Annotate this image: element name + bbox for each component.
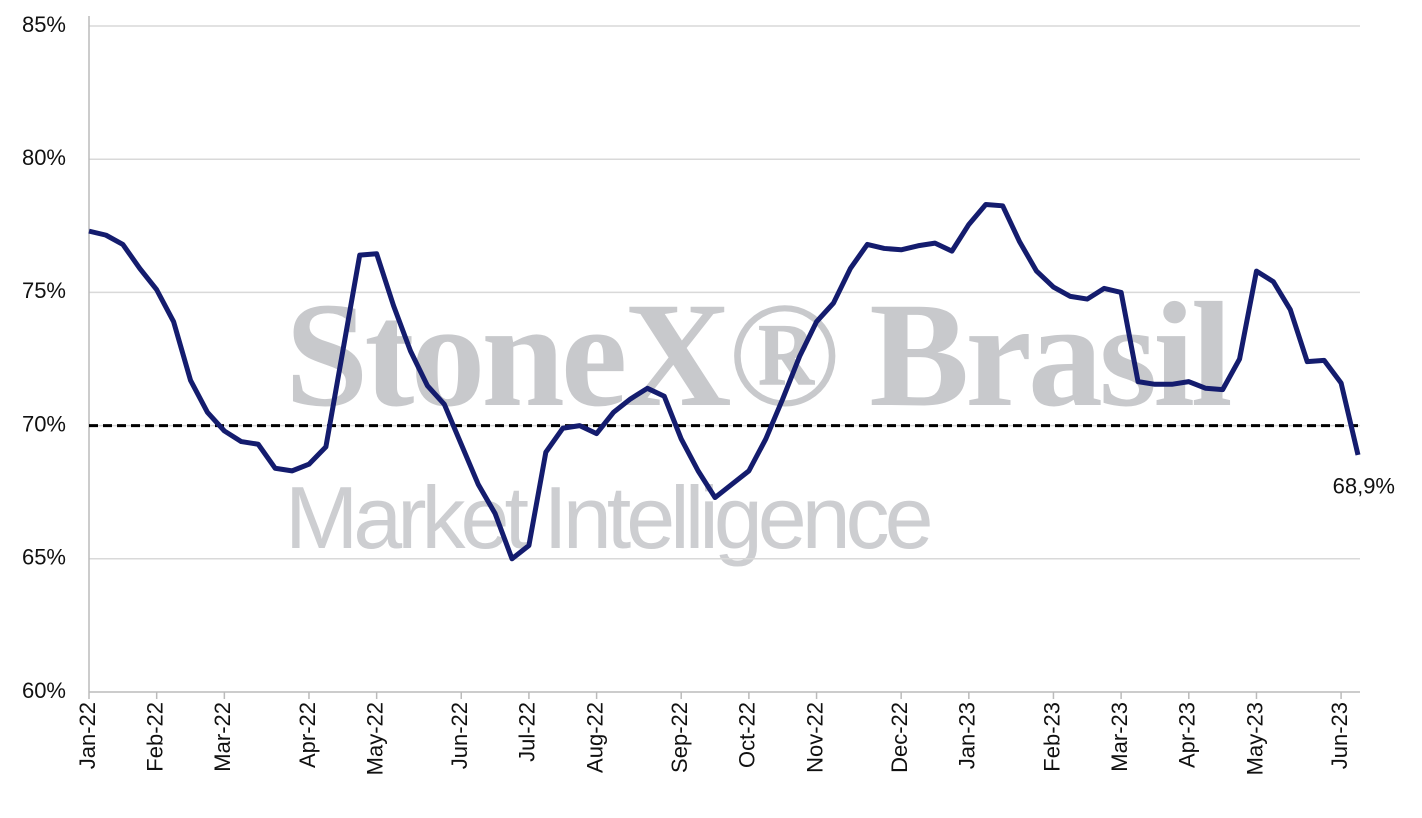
x-tick-label: Jun-23 bbox=[1327, 702, 1352, 769]
y-tick-label: 65% bbox=[22, 545, 66, 570]
x-tick-label: Jan-22 bbox=[75, 702, 100, 769]
x-tick-label: Apr-22 bbox=[295, 702, 320, 768]
x-tick-label: Jan-23 bbox=[955, 702, 980, 769]
data-label: 68,9% bbox=[1333, 474, 1395, 499]
x-tick-label: Apr-23 bbox=[1175, 702, 1200, 768]
x-tick-label: Mar-23 bbox=[1107, 702, 1132, 772]
y-tick-label: 60% bbox=[22, 678, 66, 703]
y-tick-label: 85% bbox=[22, 12, 66, 37]
x-tick-label: May-23 bbox=[1242, 702, 1267, 775]
x-tick-label: Oct-22 bbox=[735, 702, 760, 768]
y-tick-label: 75% bbox=[22, 278, 66, 303]
y-tick-label: 70% bbox=[22, 411, 66, 436]
x-tick-label: Sep-22 bbox=[667, 702, 692, 773]
series-line bbox=[88, 201, 1361, 562]
x-tick-label: Jun-22 bbox=[447, 702, 472, 769]
x-tick-label: Feb-23 bbox=[1039, 702, 1064, 772]
watermark: StoneX® Brasil Market Intelligence bbox=[285, 272, 1235, 567]
x-tick-label: Dec-22 bbox=[887, 702, 912, 773]
x-tick-label: Mar-22 bbox=[210, 702, 235, 772]
y-tick-label: 80% bbox=[22, 145, 66, 170]
x-tick-label: Nov-22 bbox=[802, 702, 827, 773]
x-tick-label: Aug-22 bbox=[582, 702, 607, 773]
watermark-subtitle: Market Intelligence bbox=[285, 468, 931, 567]
x-tick-label: Feb-22 bbox=[142, 702, 167, 772]
x-tick-label: May-22 bbox=[362, 702, 387, 775]
x-tick-label: Jul-22 bbox=[515, 702, 540, 762]
